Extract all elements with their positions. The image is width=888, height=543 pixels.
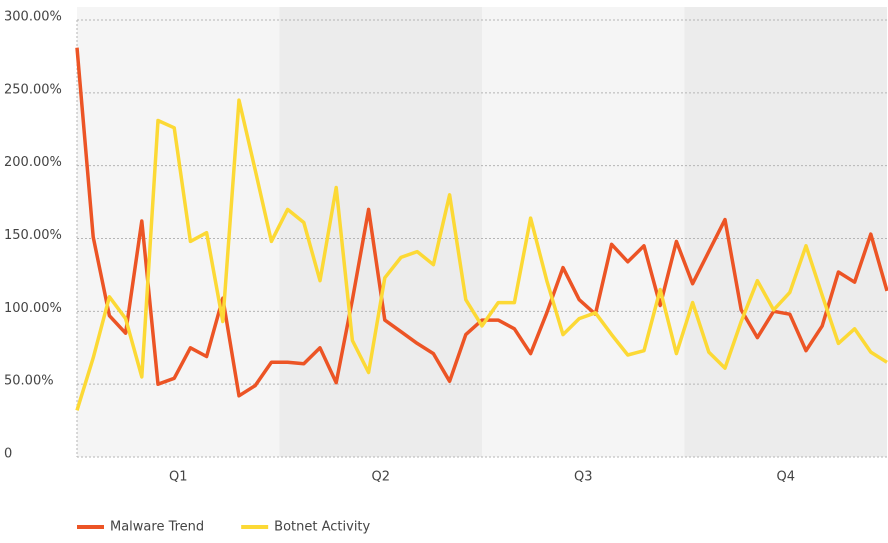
y-tick-label: 50.00% xyxy=(4,374,54,389)
y-tick-label: 150.00% xyxy=(4,228,62,243)
grid xyxy=(76,19,887,458)
labels: Q1 Q2 Q3 Q4 0 50.00% 100.00% 150.00% 200.00% 250.… xyxy=(4,10,795,485)
series-line xyxy=(75,98,888,411)
quarter-band xyxy=(482,7,685,457)
legend-label: Botnet Activity xyxy=(274,520,370,535)
quarter-band xyxy=(77,7,280,457)
quarter-band xyxy=(684,7,887,457)
bands xyxy=(77,7,887,457)
y-tick-label: 100.00% xyxy=(4,301,62,316)
legend-label: Malware Trend xyxy=(110,520,204,535)
quarter-band xyxy=(279,7,482,457)
x-tick-label: Q2 xyxy=(371,470,390,485)
x-tick-label: Q3 xyxy=(574,470,593,485)
x-tick-label: Q4 xyxy=(776,470,795,485)
y-tick-label: 250.00% xyxy=(4,82,62,97)
x-tick-label: Q1 xyxy=(169,470,188,485)
y-tick-label: 200.00% xyxy=(4,155,62,170)
legend: Malware Trend Botnet Activity xyxy=(77,520,371,535)
series-line xyxy=(75,47,888,398)
y-tick-label: 300.00% xyxy=(4,10,62,25)
lines xyxy=(75,47,888,411)
y-tick-label: 0 xyxy=(4,447,12,462)
